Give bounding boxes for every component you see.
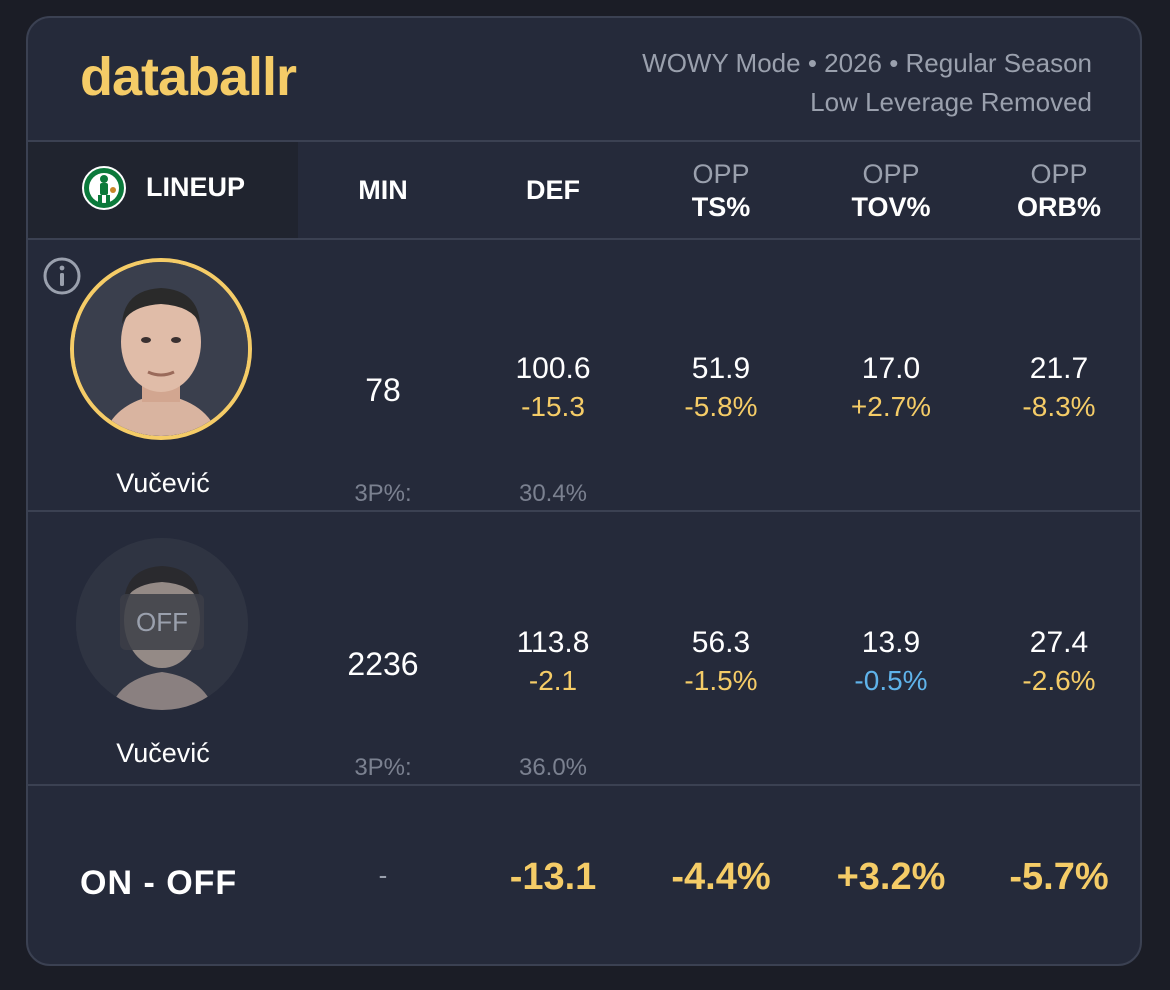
player-cell-off: OFF Vučević [28, 512, 298, 784]
subtitle-line-2: Low Leverage Removed [810, 87, 1092, 117]
def-cell-off: 113.8 -2.1 [468, 624, 638, 700]
min-value-off: 2236 [347, 646, 419, 682]
info-icon[interactable] [42, 256, 82, 296]
mode-subtitle: WOWY Mode • 2026 • Regular Season Low Le… [642, 44, 1092, 122]
def-value: 100.6 [515, 352, 591, 385]
ts-delta: -5.8% [684, 391, 758, 422]
orb-delta: -2.6% [1022, 665, 1096, 696]
col-def[interactable]: DEF [526, 175, 580, 205]
lineup-label: LINEUP [146, 172, 246, 202]
col-opp-orb-bottom: ORB% [1016, 192, 1101, 222]
lineup-column-header[interactable]: LINEUP [28, 142, 298, 238]
player-cell-on: Vučević [28, 240, 298, 510]
player-avatar-on[interactable] [70, 258, 252, 440]
on-off-ts: -4.4% [671, 856, 771, 898]
lineup-row-off: OFF Vučević 2236 113.8 -2.1 56.3 -1.5% 1… [28, 512, 1140, 786]
lineup-row-on: Vučević 78 100.6 -15.3 51.9 -5.8% 17.0 +… [28, 240, 1140, 512]
card-header: databallr WOWY Mode • 2026 • Regular Sea… [28, 18, 1140, 142]
player-name-on: Vučević [116, 468, 210, 498]
tov-cell-off: 13.9 -0.5% [806, 624, 976, 700]
player-headshot-icon [74, 262, 248, 436]
col-min[interactable]: MIN [358, 175, 408, 205]
tov-value: 13.9 [861, 626, 921, 659]
player-headshot-faded-icon [76, 538, 248, 710]
on-off-label: ON - OFF [80, 864, 238, 902]
ts-value: 56.3 [691, 626, 751, 659]
col-opp-tov-top: OPP [862, 159, 920, 189]
celtics-logo-icon [82, 166, 126, 210]
on-off-orb: -5.7% [1009, 856, 1109, 898]
off-badge: OFF [120, 594, 204, 650]
ts-value: 51.9 [691, 352, 751, 385]
tov-delta: -0.5% [854, 665, 928, 696]
col-opp-orb-top: OPP [1030, 159, 1088, 189]
tov-delta: +2.7% [850, 391, 932, 422]
databallr-logo: databallr [80, 47, 297, 107]
orb-cell-off: 27.4 -2.6% [974, 624, 1140, 700]
on-off-row: ON - OFF - -13.1 -4.4% +3.2% -5.7% [28, 786, 1140, 964]
on-off-min: - [378, 860, 388, 890]
col-opp-ts-top: OPP [692, 159, 750, 189]
def-delta: -15.3 [521, 391, 585, 422]
col-opp-tov[interactable]: OPP TOV% [806, 158, 976, 224]
ts-cell-on: 51.9 -5.8% [636, 350, 806, 426]
def-cell-on: 100.6 -15.3 [468, 350, 638, 426]
tov-cell-on: 17.0 +2.7% [806, 350, 976, 426]
orb-value: 27.4 [1029, 626, 1089, 659]
on-off-tov: +3.2% [836, 856, 946, 898]
player-name-off: Vučević [116, 738, 210, 768]
player-avatar-off[interactable]: OFF [76, 538, 248, 710]
orb-delta: -8.3% [1022, 391, 1096, 422]
ts-delta: -1.5% [684, 665, 758, 696]
def-value: 113.8 [516, 626, 590, 659]
orb-cell-on: 21.7 -8.3% [974, 350, 1140, 426]
subtitle-line-1: WOWY Mode • 2026 • Regular Season [642, 48, 1092, 78]
ts-cell-off: 56.3 -1.5% [636, 624, 806, 700]
min-value-on: 78 [365, 372, 401, 408]
three-pt-value-off: 36.0% [518, 754, 588, 781]
tov-value: 17.0 [861, 352, 921, 385]
def-delta: -2.1 [528, 665, 578, 696]
col-opp-ts[interactable]: OPP TS% [636, 158, 806, 224]
three-pt-value-on: 30.4% [518, 480, 588, 507]
col-opp-ts-bottom: TS% [691, 192, 751, 222]
orb-value: 21.7 [1029, 352, 1089, 385]
column-header-row: LINEUP MIN DEF OPP TS% OPP TOV% OPP ORB% [28, 142, 1140, 240]
col-opp-tov-bottom: TOV% [851, 192, 931, 222]
col-opp-orb[interactable]: OPP ORB% [974, 158, 1140, 224]
wowy-card: databallr WOWY Mode • 2026 • Regular Sea… [26, 16, 1142, 966]
on-off-def: -13.1 [509, 856, 597, 898]
three-pt-label-off: 3P%: [354, 754, 412, 781]
three-pt-label-on: 3P%: [354, 480, 412, 507]
